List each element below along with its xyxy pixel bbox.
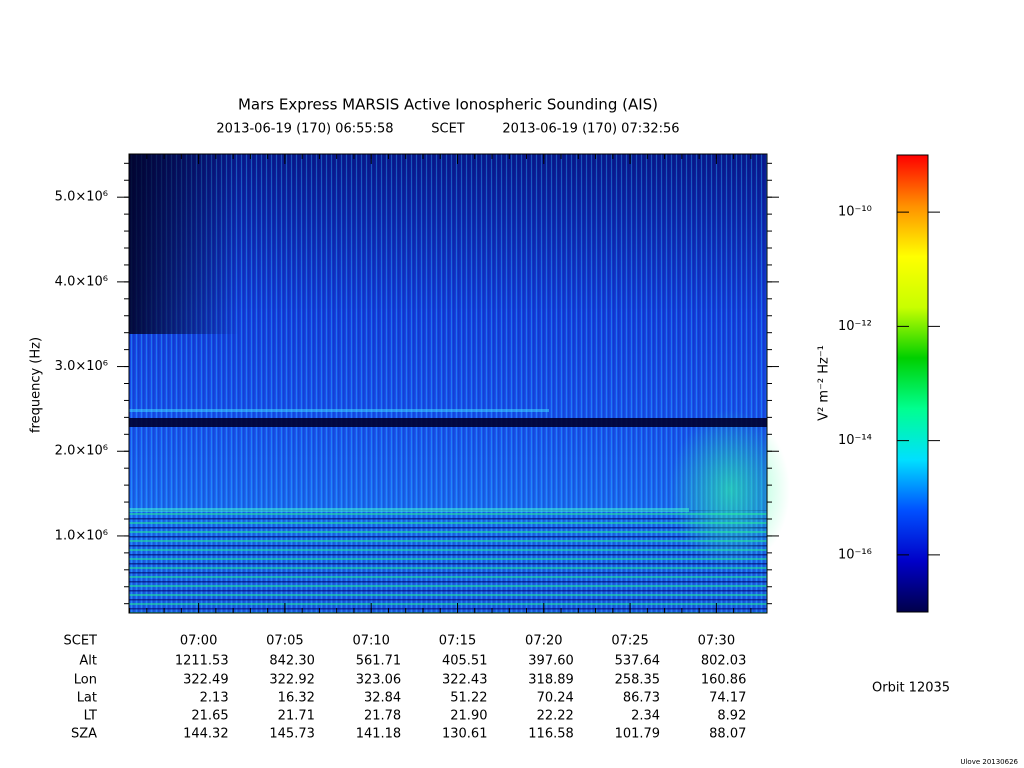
ephemeris-value: 1211.53 — [175, 654, 229, 669]
colorbar-label: V² m⁻² Hz⁻¹ — [817, 345, 832, 421]
ephemeris-value: 842.30 — [269, 654, 315, 669]
ephemeris-value: 21.78 — [364, 709, 401, 724]
x-tick-label: 07:15 — [439, 634, 476, 649]
x-tick-label: 07:10 — [352, 634, 389, 649]
ephemeris-value: 86.73 — [623, 691, 660, 706]
y-tick-label: 1.0×10⁶ — [55, 528, 108, 543]
colorbar — [896, 154, 929, 613]
ephemeris-label: SCET — [64, 634, 98, 649]
ephemeris-value: 397.60 — [528, 654, 574, 669]
y-tick-label: 4.0×10⁶ — [55, 274, 108, 289]
x-tick-label: 07:30 — [698, 634, 735, 649]
ephemeris-label: Lat — [77, 691, 97, 706]
x-tick-label: 07:05 — [266, 634, 303, 649]
ephemeris-value: 101.79 — [615, 727, 661, 742]
ephemeris-value: 405.51 — [442, 654, 488, 669]
y-axis-label: frequency (Hz) — [29, 337, 44, 433]
ephemeris-value: 22.22 — [537, 709, 574, 724]
ephemeris-value: 322.43 — [442, 673, 488, 688]
x-axis-label: SCET — [431, 122, 465, 137]
ephemeris-value: 74.17 — [709, 691, 746, 706]
x-tick-label: 07:20 — [525, 634, 562, 649]
ephemeris-value: 116.58 — [528, 727, 574, 742]
colorbar-tick-label: 10⁻¹⁴ — [838, 433, 872, 448]
x-tick-label: 07:25 — [611, 634, 648, 649]
ephemeris-value: 21.71 — [278, 709, 315, 724]
ephemeris-value: 318.89 — [528, 673, 574, 688]
credit: Ulove 20130626 — [960, 758, 1018, 766]
ephemeris-value: 160.86 — [701, 673, 747, 688]
ephemeris-label: Alt — [79, 654, 97, 669]
ephemeris-value: 2.34 — [631, 709, 660, 724]
end-time: 2013-06-19 (170) 07:32:56 — [502, 122, 679, 137]
ephemeris-value: 32.84 — [364, 691, 401, 706]
start-time: 2013-06-19 (170) 06:55:58 — [216, 122, 393, 137]
ephemeris-value: 561.71 — [356, 654, 402, 669]
ephemeris-value: 537.64 — [615, 654, 661, 669]
spectrogram — [129, 154, 790, 613]
ephemeris-value: 258.35 — [615, 673, 661, 688]
ephemeris-value: 21.90 — [450, 709, 487, 724]
colorbar-tick-label: 10⁻¹⁰ — [838, 205, 872, 220]
ephemeris-value: 144.32 — [183, 727, 229, 742]
ephemeris-value: 21.65 — [191, 709, 228, 724]
ephemeris-value: 51.22 — [450, 691, 487, 706]
ephemeris-label: Lon — [74, 673, 97, 688]
ephemeris-value: 2.13 — [200, 691, 229, 706]
colorbar-tick-label: 10⁻¹⁶ — [838, 547, 872, 562]
orbit-label: Orbit 12035 — [872, 681, 950, 696]
ephemeris-value: 16.32 — [278, 691, 315, 706]
ephemeris-value: 145.73 — [269, 727, 315, 742]
ephemeris-label: SZA — [71, 727, 97, 742]
ephemeris-value: 70.24 — [537, 691, 574, 706]
y-tick-label: 5.0×10⁶ — [55, 190, 108, 205]
ephemeris-value: 322.49 — [183, 673, 229, 688]
ephemeris-value: 322.92 — [269, 673, 315, 688]
ephemeris-value: 141.18 — [356, 727, 402, 742]
y-tick-label: 3.0×10⁶ — [55, 359, 108, 374]
ephemeris-value: 323.06 — [356, 673, 402, 688]
ephemeris-value: 130.61 — [442, 727, 488, 742]
colorbar-tick-label: 10⁻¹² — [838, 319, 872, 334]
ephemeris-value: 8.92 — [717, 709, 746, 724]
y-tick-label: 2.0×10⁶ — [55, 444, 108, 459]
x-tick-label: 07:00 — [180, 634, 217, 649]
ephemeris-label: LT — [84, 709, 97, 724]
chart-title: Mars Express MARSIS Active Ionospheric S… — [238, 96, 658, 114]
ephemeris-value: 802.03 — [701, 654, 747, 669]
ephemeris-value: 88.07 — [709, 727, 746, 742]
